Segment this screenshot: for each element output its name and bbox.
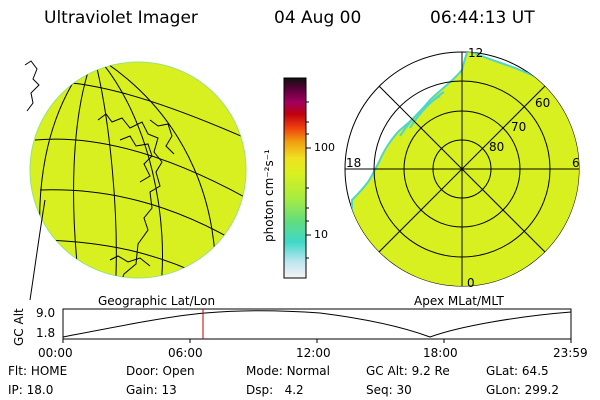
geo-limb-outer [24, 60, 40, 112]
geo-coastline [119, 135, 153, 183]
geo-parallel [39, 189, 246, 251]
altitude-xtick: 18:00 [423, 346, 458, 360]
status-door: Door: Open [126, 364, 195, 378]
lat-label-60: 60 [535, 96, 551, 110]
instrument-title: Ultraviolet Imager [44, 8, 198, 28]
status-gain: Gain: 13 [126, 383, 177, 397]
status-mode: Mode: Normal [246, 364, 330, 378]
polar-panel-label: Apex MLat/MLT [414, 294, 504, 308]
altitude-xtick: 00:00 [38, 346, 73, 360]
altitude-ylabel: GC Alt [12, 308, 26, 346]
geo-parallel [34, 138, 246, 201]
mlt-label-0: 0 [467, 276, 475, 290]
status-ip: IP: 18.0 [8, 383, 54, 397]
altitude-xtick: 12:00 [296, 346, 331, 360]
geo-coastline [149, 119, 175, 155]
colorbar-tick-100: 100 [314, 141, 335, 154]
altitude-xtick: 23:59 [553, 346, 588, 360]
colorbar [283, 77, 311, 279]
geo-meridian [99, 62, 163, 278]
status-flt: Flt: HOME [8, 364, 68, 378]
polar-aurora-arc [399, 95, 441, 137]
mlt-label-12: 12 [468, 46, 484, 60]
lat-label-70: 70 [511, 120, 527, 134]
time-label: 06:44:13 UT [430, 8, 535, 28]
altitude-xtick: 06:00 [168, 346, 203, 360]
geo-coastline [109, 255, 151, 267]
geo-coastline [97, 113, 163, 278]
mlt-label-18: 18 [346, 156, 362, 170]
lat-label-80: 80 [489, 140, 505, 154]
altitude-ytick-max: 9.0 [36, 306, 56, 320]
mlt-label-6: 6 [572, 156, 580, 170]
geo-limb-outer [29, 199, 46, 301]
status-seq: Seq: 30 [366, 383, 412, 397]
status-glon: GLon: 299.2 [486, 383, 559, 397]
colorbar-gradient [283, 77, 307, 279]
date-label: 04 Aug 00 [274, 8, 362, 28]
status-glat: GLat: 64.5 [486, 364, 549, 378]
altitude-curve [62, 310, 572, 338]
altitude-ytick-min: 1.8 [36, 326, 56, 340]
status-gc-alt: GC Alt: 9.2 Re [366, 364, 450, 378]
colorbar-tick-10: 10 [314, 228, 328, 241]
geo-panel-label: Geographic Lat/Lon [98, 294, 216, 308]
altitude-plot-frame [62, 308, 572, 340]
polar-meridian-diag [378, 85, 546, 253]
status-dsp: Dsp: 4.2 [246, 383, 304, 397]
geo-meridian [94, 62, 117, 278]
